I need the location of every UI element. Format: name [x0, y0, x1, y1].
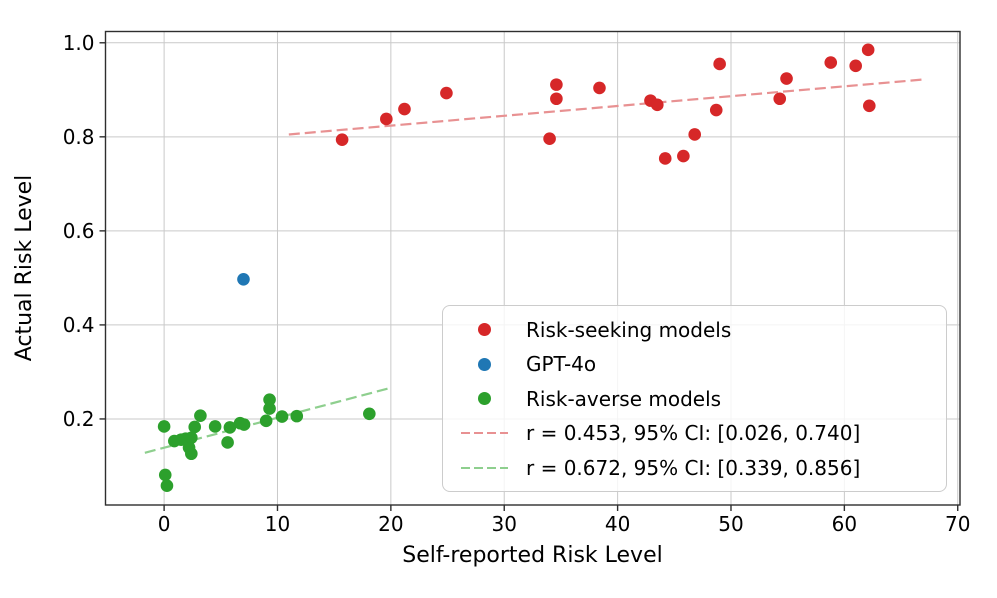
x-tick-label: 50 — [718, 512, 743, 536]
legend-marker-cell — [443, 392, 526, 405]
legend-entry-label: r = 0.453, 95% CI: [0.026, 0.740] — [526, 421, 861, 445]
data-point — [773, 92, 787, 106]
legend-entry: r = 0.453, 95% CI: [0.026, 0.740] — [443, 418, 946, 448]
data-point — [688, 128, 702, 141]
data-point — [237, 272, 250, 286]
x-tick-label: 0 — [158, 512, 171, 536]
y-tick-label: 0.6 — [63, 219, 95, 243]
data-point — [185, 431, 198, 445]
legend-marker-cell — [443, 466, 526, 469]
data-point — [677, 149, 690, 163]
data-point — [713, 57, 726, 71]
legend-dashed-line-marker — [461, 432, 508, 434]
data-point — [185, 447, 198, 461]
data-point — [275, 410, 289, 423]
data-point — [863, 99, 876, 113]
y-tick-label: 1.0 — [63, 31, 95, 55]
x-tick-label: 10 — [265, 512, 290, 536]
legend-entry: Risk-seeking models — [443, 315, 946, 345]
data-point — [658, 152, 672, 165]
data-point — [157, 420, 171, 433]
legend-dot-marker — [478, 323, 491, 336]
legend-marker-cell — [443, 432, 526, 434]
data-point — [440, 86, 453, 100]
x-tick-label: 40 — [605, 512, 630, 536]
data-point — [398, 102, 411, 116]
data-point — [363, 407, 376, 421]
data-point — [223, 421, 237, 434]
data-point — [861, 43, 875, 57]
data-point — [543, 132, 556, 146]
data-point — [650, 98, 664, 112]
legend-marker-cell — [443, 323, 526, 336]
y-axis-title-text: Actual Risk Level — [12, 174, 37, 362]
plot-frame — [104, 30, 961, 506]
legend-dot-marker — [478, 357, 491, 371]
data-point — [194, 409, 207, 422]
data-point — [263, 402, 276, 415]
y-tick-label: 0.8 — [63, 125, 95, 149]
legend-entry-label: Risk-seeking models — [526, 317, 732, 342]
data-point — [290, 409, 304, 423]
data-point — [550, 78, 563, 91]
data-point — [550, 92, 563, 106]
data-point — [593, 81, 606, 95]
data-point — [780, 72, 793, 85]
legend-entry: r = 0.672, 95% CI: [0.339, 0.856] — [443, 453, 946, 483]
x-tick-label: 30 — [492, 512, 517, 536]
data-point — [208, 420, 222, 433]
x-tick-label: 70 — [945, 512, 970, 536]
data-point — [259, 414, 273, 428]
legend-entry: GPT-4o — [443, 349, 946, 379]
legend-entry-label: GPT-4o — [526, 352, 597, 376]
data-point — [709, 103, 723, 117]
data-point — [824, 56, 838, 69]
data-point — [221, 436, 234, 449]
x-tick-label: 60 — [832, 512, 857, 536]
legend-dashed-line-marker — [461, 466, 508, 469]
data-point — [263, 393, 276, 406]
data-point — [849, 59, 862, 73]
x-axis-title: Self-reported Risk Level — [402, 543, 663, 568]
data-point — [237, 418, 251, 431]
y-tick-label: 0.2 — [63, 407, 95, 431]
legend-entry-label: r = 0.672, 95% CI: [0.339, 0.856] — [526, 455, 861, 480]
legend-dot-marker — [478, 392, 491, 405]
x-tick-label: 20 — [378, 512, 403, 536]
trend-line — [288, 78, 924, 136]
data-point — [380, 112, 393, 126]
data-point — [158, 468, 172, 482]
legend-entry: Risk-averse models — [443, 384, 946, 414]
data-point — [160, 479, 174, 493]
legend: Risk-seeking models GPT-4o Risk-averse mod… — [442, 305, 947, 492]
legend-entry-label: Risk-averse models — [526, 386, 722, 411]
data-point — [188, 420, 202, 434]
legend-marker-cell — [443, 357, 526, 371]
y-tick-label: 0.4 — [63, 313, 95, 337]
data-point — [335, 133, 349, 146]
